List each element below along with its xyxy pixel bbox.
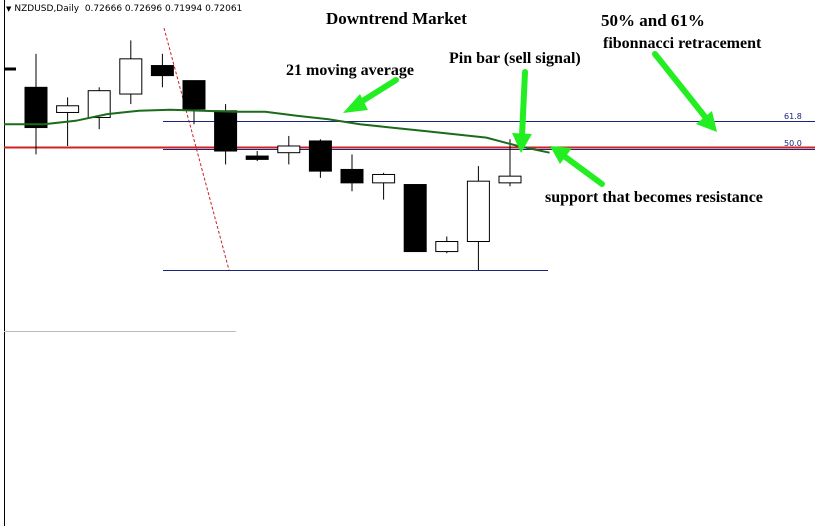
candle — [372, 172, 396, 200]
candle — [466, 166, 490, 270]
symbol-name: NZDUSD,Daily — [14, 4, 80, 14]
candle — [214, 104, 238, 165]
bull-candle-body — [435, 241, 459, 253]
candle — [119, 40, 143, 105]
bear-candle-body — [340, 168, 364, 184]
candle — [182, 80, 206, 125]
bear-candle-body — [24, 86, 48, 129]
chart-title: Downtrend Market — [326, 9, 467, 28]
candle — [340, 154, 364, 192]
triangle-down-icon[interactable]: ▼ — [6, 5, 12, 13]
bear-candle-body — [182, 80, 206, 110]
pin-bar-annotation: Pin bar (sell signal) — [449, 50, 581, 67]
candle — [150, 53, 174, 88]
arrow-to-moving-average — [343, 77, 399, 113]
candle — [435, 236, 459, 254]
candle — [87, 87, 111, 130]
ohlc-values: 0.72666 0.72696 0.71994 0.72061 — [84, 4, 243, 14]
arrow-to-support-line — [550, 146, 605, 187]
fib-annotation-line2: fibonnacci retracement — [603, 35, 762, 52]
fib-annotation-line1: 50% and 61% — [601, 11, 705, 30]
bear-candle-body — [214, 110, 238, 152]
arrow-to-fib-level — [652, 51, 717, 132]
bull-candle-body — [277, 145, 301, 154]
bear-candle-body — [308, 140, 332, 172]
bull-candle-body — [466, 180, 490, 243]
symbol-header: ▼ NZDUSD,Daily 0.72666 0.72696 0.71994 0.… — [6, 4, 242, 14]
bull-candle-body — [372, 173, 396, 184]
moving-average-line — [4, 108, 550, 154]
candle — [498, 139, 522, 187]
fib-500-label: 50.0 — [784, 139, 802, 148]
bull-candle-body — [119, 58, 143, 95]
fib-618-label: 61.8 — [784, 112, 802, 121]
bull-candle-body — [498, 175, 522, 184]
arrow-to-pin-bar — [512, 69, 532, 153]
bull-candle-body — [87, 90, 111, 118]
bear-candle-body — [403, 184, 427, 253]
bear-candle-body — [150, 65, 174, 77]
candle — [308, 139, 332, 178]
support-resistance-annotation: support that becomes resistance — [545, 189, 763, 206]
bull-candle-body — [56, 105, 80, 113]
bear-candle-body — [245, 155, 269, 160]
candle — [403, 184, 427, 253]
candle — [245, 151, 269, 162]
moving-average-annotation: 21 moving average — [286, 62, 414, 79]
candle — [24, 53, 48, 155]
candle — [277, 135, 301, 165]
